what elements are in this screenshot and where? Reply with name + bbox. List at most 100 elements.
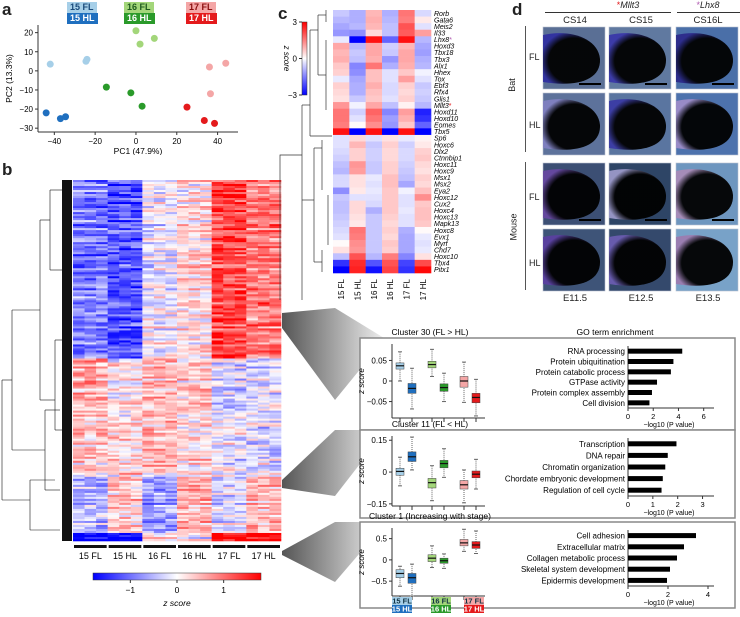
heatmap-cell — [177, 292, 189, 295]
heatmap-cell — [223, 360, 236, 363]
heatmap-cell — [365, 42, 383, 50]
heatmap-cell — [107, 460, 120, 464]
heatmap-cell — [200, 318, 212, 321]
heatmap-cell — [223, 484, 236, 488]
heatmap-cell — [153, 502, 166, 506]
heatmap-cell — [153, 264, 166, 267]
heatmap-cell — [130, 218, 143, 221]
heatmap-cell — [200, 398, 212, 401]
heatmap-cell — [223, 446, 236, 450]
heatmap-cell — [130, 292, 143, 295]
heatmap-cell — [257, 224, 270, 227]
heatmap-cell — [153, 446, 166, 450]
group-bar — [108, 545, 142, 548]
heatmap-cell — [223, 310, 236, 313]
heatmap-cell — [269, 312, 282, 315]
heatmap-cell — [84, 382, 97, 385]
heatmap-cell — [107, 238, 120, 241]
heatmap-cell — [119, 342, 132, 345]
heatmap-cell — [257, 282, 270, 285]
heatmap-cell — [84, 496, 97, 500]
heatmap-cell — [333, 88, 350, 96]
heatmap-cell — [107, 298, 120, 301]
heatmap-cell — [119, 414, 132, 417]
heatmap-cell — [365, 82, 383, 90]
heatmap-cell — [130, 412, 143, 415]
heatmap-cell — [96, 440, 108, 444]
heatmap-cell — [142, 208, 155, 211]
mouse-bracket — [525, 162, 526, 290]
heatmap-cell — [107, 192, 120, 195]
heatmap-cell — [130, 366, 143, 369]
heatmap-cell — [188, 464, 201, 468]
heatmap-cell — [96, 388, 108, 391]
heatmap-cell — [211, 520, 224, 524]
heatmap-cell — [165, 438, 178, 442]
in-situ-photo — [542, 228, 606, 292]
heatmap-cell — [257, 240, 270, 243]
heatmap-cell — [96, 428, 108, 431]
heatmap-cell — [107, 404, 120, 407]
heatmap-cell — [269, 502, 282, 506]
heatmap-cell — [130, 276, 143, 279]
heatmap-cell — [165, 410, 178, 413]
x-tick-label: 4 — [706, 590, 710, 599]
heatmap-cell — [107, 484, 120, 488]
heatmap-cell — [211, 214, 224, 217]
heatmap-cell — [96, 394, 108, 397]
heatmap-cell — [177, 354, 189, 357]
pca-point-16hl — [127, 89, 135, 97]
heatmap-cell — [200, 480, 212, 484]
heatmap-cell — [177, 220, 189, 223]
heatmap-cell — [96, 306, 108, 309]
heatmap-cell — [234, 396, 247, 399]
heatmap-cell — [119, 450, 132, 454]
heatmap-cell — [130, 304, 143, 307]
heatmap-cell — [142, 206, 155, 209]
heatmap-cell — [223, 438, 236, 442]
heatmap-cell — [142, 538, 155, 542]
heatmap-cell — [130, 482, 143, 486]
heatmap-cell — [188, 188, 201, 191]
heatmap-cell — [188, 258, 201, 261]
heatmap-cell — [223, 346, 236, 349]
heatmap-cell — [84, 504, 97, 508]
heatmap-cell — [223, 198, 236, 201]
heatmap-cell — [165, 492, 178, 496]
heatmap-cell — [165, 244, 178, 247]
heatmap-cell — [73, 342, 85, 345]
heatmap-cell — [130, 234, 143, 237]
heatmap-cell — [269, 352, 282, 355]
heatmap-cell — [234, 392, 247, 395]
gene-label: Tbx3 — [434, 57, 450, 64]
heatmap-cell — [142, 188, 155, 191]
heatmap-cell — [142, 326, 155, 329]
heatmap-cell — [349, 167, 366, 175]
heatmap-cell — [119, 354, 132, 357]
heatmap-cell — [223, 332, 236, 335]
heatmap-cell — [200, 320, 212, 323]
heatmap-cell — [188, 374, 201, 377]
heatmap-cell — [153, 278, 166, 281]
heatmap-cell — [96, 198, 108, 201]
heatmap-cell — [188, 246, 201, 249]
heatmap-cell — [200, 260, 212, 263]
gene-label: Hoxc13 — [434, 215, 458, 222]
heatmap-cell — [130, 408, 143, 411]
heatmap-cell — [142, 536, 155, 540]
heatmap-cell — [269, 394, 282, 397]
heatmap-cell — [130, 396, 143, 399]
heatmap-cell — [269, 534, 282, 538]
heatmap-cell — [269, 398, 282, 401]
heatmap-cell — [257, 492, 270, 496]
heatmap-cell — [119, 368, 132, 371]
heatmap-cell — [246, 292, 259, 295]
heatmap-cell — [165, 270, 178, 273]
heatmap-cell — [200, 488, 212, 492]
heatmap-cell — [414, 128, 432, 136]
heatmap-cell — [119, 474, 132, 478]
heatmap-cell — [234, 224, 247, 227]
heatmap-cell — [84, 208, 97, 211]
heatmap-cell — [200, 186, 212, 189]
heatmap-cell — [165, 266, 178, 269]
